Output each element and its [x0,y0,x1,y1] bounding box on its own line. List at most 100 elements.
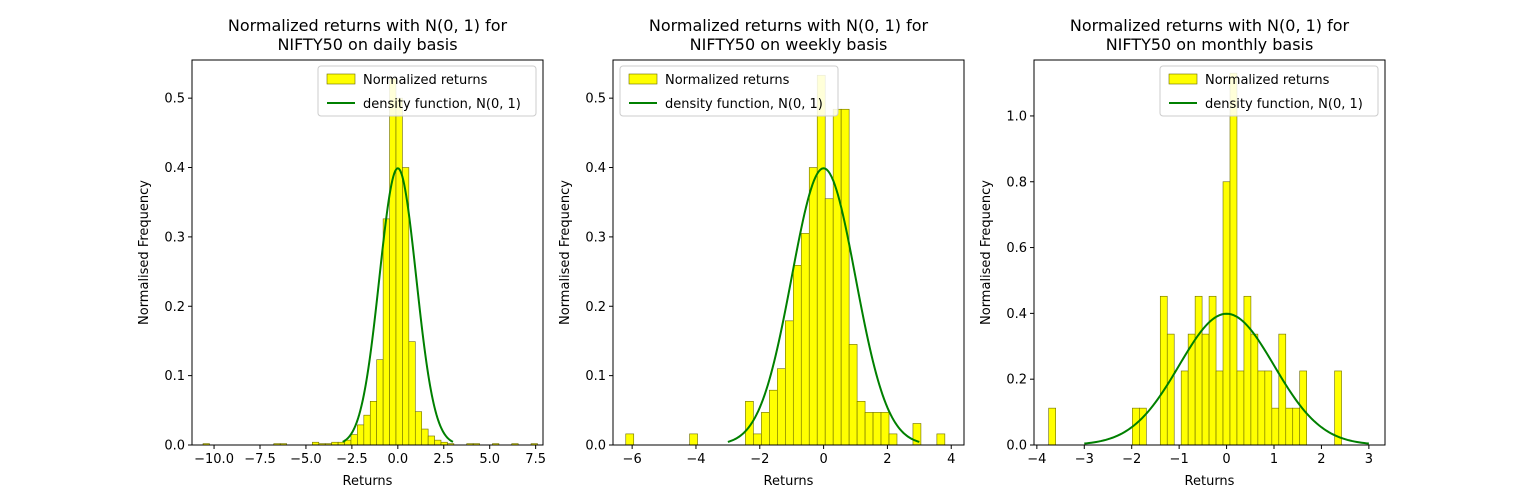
x-tick-label: 0.0 [387,452,408,467]
legend-label-density: density function, N(0, 1) [665,97,823,112]
legend-label-histogram: Normalized returns [665,73,790,88]
legend-swatch-histogram [628,73,658,85]
chart-title: Normalized returns with N(0, 1) for NIFTY… [649,16,929,54]
histogram-bars [625,74,946,445]
histogram-bar [1236,370,1245,445]
y-tick-label: 0.2 [164,300,185,315]
y-tick-label: 0.5 [164,92,185,107]
histogram-bar [824,198,834,445]
histogram-bar [1194,295,1203,445]
histogram-bar [421,428,429,445]
histogram-bar [840,108,850,445]
histogram-bar [936,433,946,445]
chart-title-line: NIFTY50 on daily basis [277,35,457,54]
histogram-bar [753,433,762,445]
histogram-bar [1334,370,1342,445]
histogram-bar [350,434,358,445]
histogram-bar [745,400,754,445]
y-tick-label: 0.3 [585,230,606,245]
chart-title: Normalized returns with N(0, 1) for NIFTY… [228,16,508,54]
histogram-bar [1166,333,1175,445]
axes-frame [612,59,965,446]
histogram-bar [625,433,635,445]
y-tick-label: 0.0 [164,439,185,454]
legend-label-histogram: Normalized returns [363,73,488,88]
histogram-bar [761,412,770,445]
x-tick-label: 7.5 [525,452,546,467]
histogram-bar [1271,407,1280,445]
histogram-bar [1243,295,1252,445]
x-tick-label: 5.0 [479,452,500,467]
histogram-bar [1201,333,1210,445]
x-tick-label: 2.5 [433,452,454,467]
histogram-bar [363,414,371,445]
histogram-bar [1264,370,1273,445]
chart-2: −6 −4 −2 0 2 4 0.0 0.1 0.2 0.3 0.4 0.5 Returns Normal… [558,16,965,489]
legend-swatch-histogram [1168,73,1198,85]
histogram-bar [357,424,365,445]
histogram-bar [434,439,442,445]
histogram-bar [369,400,377,445]
y-tick-label: 0.2 [585,300,606,315]
histogram-bar [1187,333,1196,445]
x-tick-label: −2.5 [336,452,368,467]
y-tick-label: 0.8 [1006,175,1027,190]
x-tick-label: −2 [750,452,769,467]
histogram-bar [816,74,826,445]
histogram-bar [389,78,397,445]
x-tick-label: −5.0 [290,452,322,467]
y-tick-label: 0.4 [1006,307,1027,322]
x-tick-label: 4 [947,452,955,467]
y-tick-label: 1.0 [1006,109,1027,124]
legend-box [317,65,537,117]
histogram-bar [888,433,898,445]
y-tick-label: 0.0 [1006,439,1027,454]
x-tick-label: −6 [623,452,642,467]
x-tick-label: −4 [1027,452,1046,467]
histogram-bar [1250,333,1259,445]
y-tick-label: 0.5 [585,92,606,107]
x-axis-label: Returns [343,474,393,489]
histogram-bars [1048,72,1342,445]
legend-label-density: density function, N(0, 1) [1205,97,1363,112]
y-tick-label: 0.2 [1006,373,1027,388]
chart-3: −4 −3 −2 −1 0 1 2 3 0.0 0.2 0.4 0.6 0.8 1.0 Returns Nor… [979,16,1386,489]
histogram-bars [202,78,538,445]
histogram-bar [402,167,410,445]
histogram-bar [792,265,802,445]
histogram-bar [785,320,794,445]
histogram-bar [1285,407,1294,445]
histogram-bar [1048,407,1056,445]
y-tick-label: 0.6 [1006,241,1027,256]
axes-frame [1033,59,1386,446]
legend-label-density: density function, N(0, 1) [363,97,521,112]
y-tick-label: 0.4 [585,161,606,176]
x-tick-label: 1 [1270,452,1278,467]
y-tick-label: 0.3 [164,230,185,245]
y-axis-label: Normalised Frequency [558,180,573,325]
histogram-bar [808,167,818,445]
legend-box [619,65,839,117]
y-axis-label: Normalised Frequency [979,180,994,325]
histogram-bar [376,359,384,445]
legend-label-histogram: Normalized returns [1205,73,1330,88]
x-tick-label: −4 [686,452,705,467]
histogram-bar [1229,72,1238,445]
x-tick-label: −7.5 [244,452,276,467]
chart-title-line: NIFTY50 on monthly basis [1106,35,1314,54]
histogram-bar [1257,370,1266,445]
histogram-bar [414,411,423,445]
density-line [1084,312,1369,445]
histogram-bar [408,341,416,445]
chart-title-line: Normalized returns with N(0, 1) for [228,16,508,35]
legend: Normalized returns density function, N(0,… [1159,65,1379,117]
y-tick-label: 0.1 [585,369,606,384]
density-line [727,167,920,443]
chart-1: −10.0 −7.5 −5.0 −2.5 0.0 2.5 5.0 7.5 0.0 0.1 0.2 0.… [137,16,546,489]
histogram-bar [1159,295,1168,445]
x-axis-label: Returns [764,474,814,489]
x-tick-label: 0 [819,452,827,467]
x-tick-label: 2 [883,452,891,467]
y-tick-label: 0.0 [585,439,606,454]
histogram-bar [1208,295,1217,445]
